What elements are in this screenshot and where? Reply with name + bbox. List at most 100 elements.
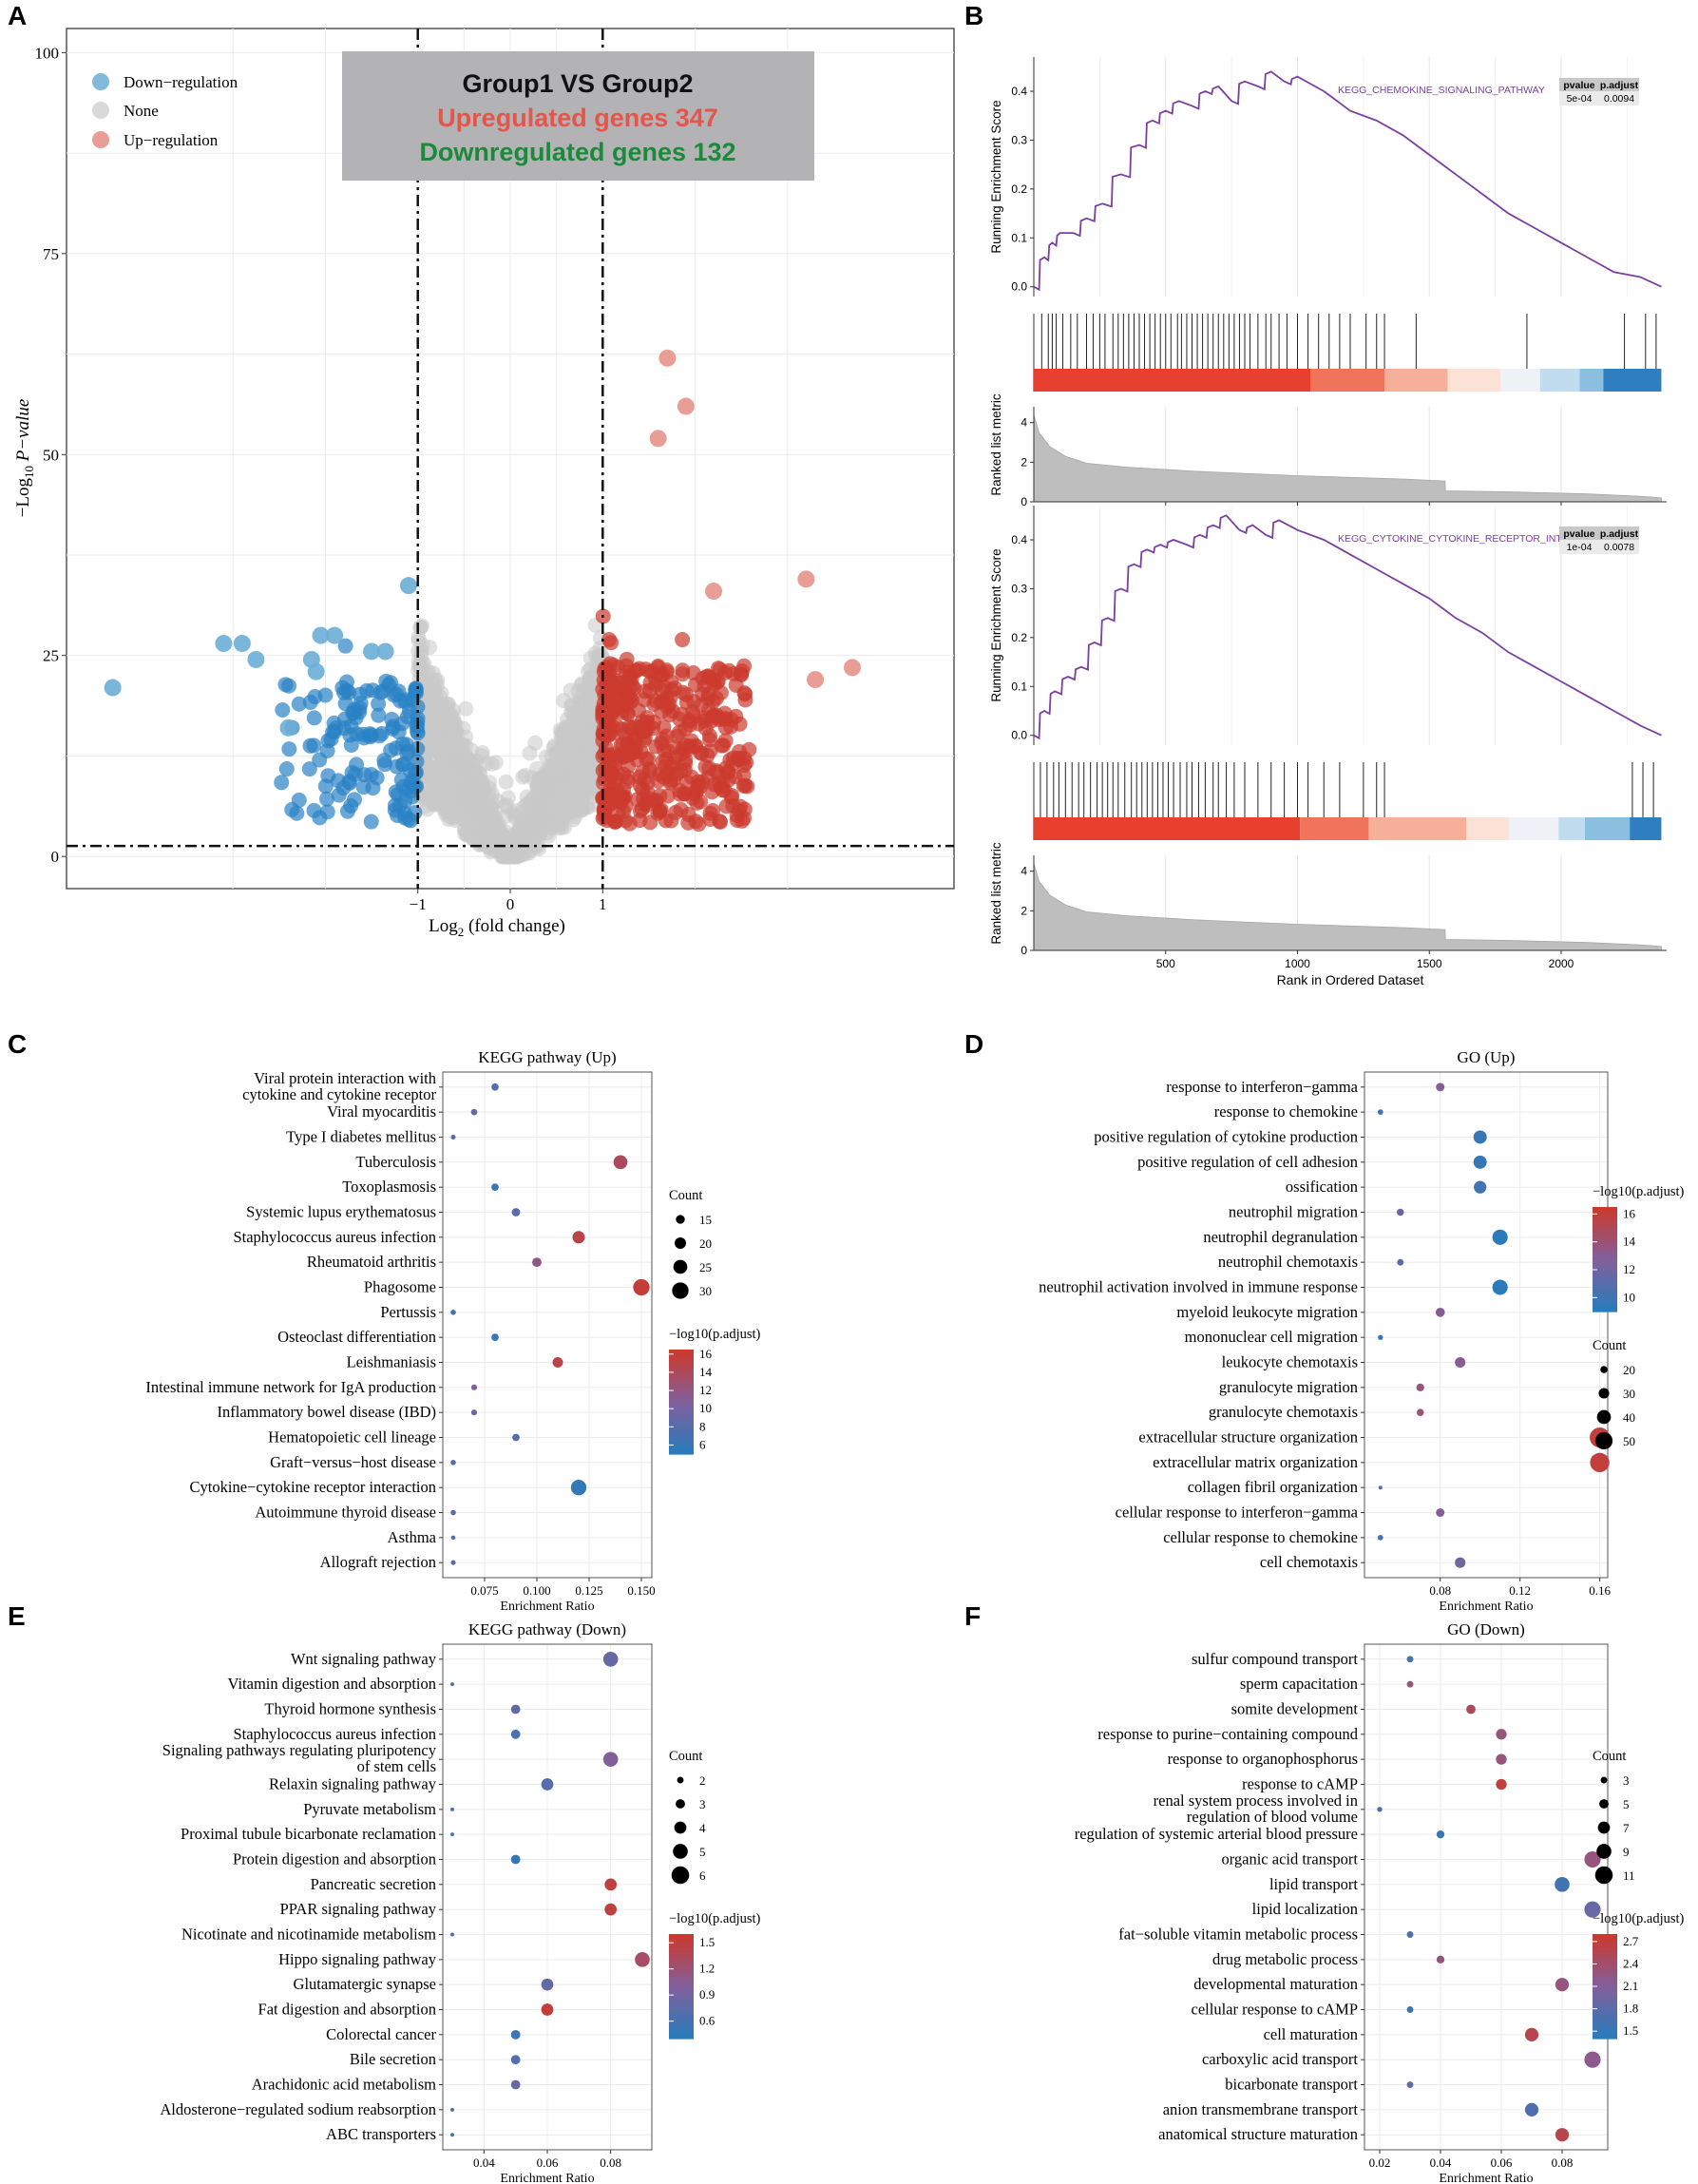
volcano-point-none xyxy=(561,747,576,762)
volcano-point-highlight xyxy=(105,680,122,697)
legend-size-label: 5 xyxy=(699,1845,706,1859)
volcano-point-down xyxy=(274,775,289,790)
volcano-point-up xyxy=(597,809,612,824)
legend-size-marker xyxy=(1596,1844,1612,1859)
volcano-point-none xyxy=(543,758,558,774)
dot-category-label: organic acid transport xyxy=(1221,1849,1358,1868)
dot-point xyxy=(450,1561,455,1565)
legend-size-marker xyxy=(1597,1410,1612,1425)
dot-point xyxy=(1493,1279,1508,1294)
volcano-point-up xyxy=(627,742,642,757)
dot-category-label: Graft−versus−host disease xyxy=(270,1453,436,1471)
dot-point xyxy=(614,1155,628,1169)
volcano-annotation-box: Group1 VS Group2 Upregulated genes 347 D… xyxy=(342,51,814,181)
volcano-point-up xyxy=(620,652,635,667)
dot-point xyxy=(572,1231,584,1243)
volcano-point-up xyxy=(675,632,690,647)
gsea-es-y-tick-label: 0.1 xyxy=(1011,231,1027,244)
gsea-rank-heat-segment xyxy=(1500,369,1540,392)
legend-colorbar-label: 0.9 xyxy=(699,1987,715,2002)
dot-category-label: Thyroid hormone synthesis xyxy=(264,1699,436,1717)
dot-category-label: Arachidonic acid metabolism xyxy=(252,2076,436,2094)
volcano-point-up xyxy=(688,677,703,692)
gsea-rank-heat-segment xyxy=(1384,369,1448,392)
legend-size-label: 20 xyxy=(699,1236,712,1251)
legend-size-label: 30 xyxy=(1623,1387,1635,1401)
dot-point xyxy=(512,1434,520,1442)
dot-category-label: Pyruvate metabolism xyxy=(303,1800,436,1818)
gsea-rank-y-tick-label: 4 xyxy=(1021,865,1027,878)
volcano-point-down xyxy=(364,814,379,830)
dot-category-label: Protein digestion and absorption xyxy=(233,1849,436,1868)
volcano-point-highlight xyxy=(705,583,722,600)
legend-colorbar-segment xyxy=(669,2015,694,2021)
legend-size-marker xyxy=(672,1282,688,1298)
legend-colorbar-segment xyxy=(669,1359,694,1365)
volcano-point-none xyxy=(441,801,456,816)
legend-colorbar-label: 2.1 xyxy=(1623,1979,1638,1993)
volcano-point-highlight xyxy=(326,627,343,644)
gsea-es-y-tick-label: 0.2 xyxy=(1011,182,1027,196)
dot-category-label: Bile secretion xyxy=(350,2050,436,2068)
legend-size-marker xyxy=(1600,1366,1608,1373)
dot-point xyxy=(450,1510,456,1516)
volcano-point-up xyxy=(624,720,639,736)
dot-category-label: Hippo signaling pathway xyxy=(278,1950,437,1968)
dot-category-label: Proximal tubule bicarbonate reclamation xyxy=(181,1825,436,1843)
volcano-point-down xyxy=(292,793,307,808)
volcano-point-none xyxy=(499,797,514,813)
dot-point xyxy=(1555,1877,1570,1892)
panel-a-volcano: 0255075100−1 0 1 Log2 (fold change) −Log10… xyxy=(13,29,954,939)
dot-point xyxy=(491,1333,499,1341)
volcano-point-up xyxy=(635,764,650,779)
dot-title: GO (Down) xyxy=(1447,1620,1525,1638)
volcano-point-highlight xyxy=(280,719,297,737)
dot-point xyxy=(450,1135,455,1140)
volcano-point-down xyxy=(409,682,424,698)
legend-colorbar-segment xyxy=(1593,2034,1617,2040)
dot-point xyxy=(542,1979,554,1991)
legend-size-title: Count xyxy=(1593,1338,1626,1353)
dot-plot-border xyxy=(1364,1072,1608,1578)
dot-point xyxy=(511,2080,521,2090)
dot-point xyxy=(471,1109,478,1116)
legend-colorbar-segment xyxy=(669,2010,694,2016)
gsea-stats-header-pvalue: pvalue xyxy=(1563,528,1594,540)
dot-plot-border xyxy=(443,1072,652,1578)
volcano-point-up xyxy=(712,776,727,791)
dot-point xyxy=(1474,1156,1487,1169)
legend-colorbar-label: 8 xyxy=(699,1419,706,1433)
volcano-y-tick-label: 75 xyxy=(43,245,59,263)
legend-size-label: 3 xyxy=(699,1797,706,1811)
dot-point xyxy=(603,1652,619,1667)
volcano-point-down xyxy=(275,702,290,718)
dot-category-label: Fat digestion and absorption xyxy=(258,2001,436,2019)
legend-colorbar-segment xyxy=(1593,2015,1617,2021)
legend-colorbar-segment xyxy=(1593,1972,1617,1978)
gsea-rank-heat-segment xyxy=(1368,817,1466,840)
legend-color-title: −log10(p.adjust) xyxy=(1593,1184,1685,1199)
volcano-y-tick-label: 0 xyxy=(51,848,60,866)
legend-down-marker xyxy=(92,73,109,90)
legend-size-marker xyxy=(676,1215,684,1223)
gsea-rank-y-label: Ranked list metric xyxy=(989,842,1003,945)
dot-title: KEGG pathway (Up) xyxy=(478,1048,616,1066)
dot-category-label: Pancreatic secretion xyxy=(311,1875,436,1893)
dot-title: GO (Up) xyxy=(1458,1048,1516,1066)
dot-category-label: Rheumatoid arthritis xyxy=(307,1253,436,1271)
dot-plot-border xyxy=(1364,1644,1608,2150)
dot-category-label: carboxylic acid transport xyxy=(1202,2050,1358,2068)
dot-point xyxy=(1407,1681,1414,1688)
volcano-y-label: −Log10 P−value xyxy=(13,399,36,518)
dot-category-label: anion transmembrane transport xyxy=(1163,2100,1359,2118)
dot-point xyxy=(450,1933,454,1937)
dot-category-label: Intestinal immune network for IgA produc… xyxy=(145,1378,436,1396)
dot-category-label: regulation of systemic arterial blood pr… xyxy=(1075,1825,1358,1843)
dot-category-label: cell chemotaxis xyxy=(1260,1553,1358,1571)
volcano-point-up xyxy=(658,813,674,828)
legend-size-marker xyxy=(673,1844,688,1859)
dot-category-label: lipid localization xyxy=(1252,1900,1358,1918)
volcano-point-highlight xyxy=(215,635,232,652)
dot-category-label: Systemic lupus erythematosus xyxy=(246,1202,436,1220)
legend-colorbar-segment xyxy=(1593,1207,1617,1213)
